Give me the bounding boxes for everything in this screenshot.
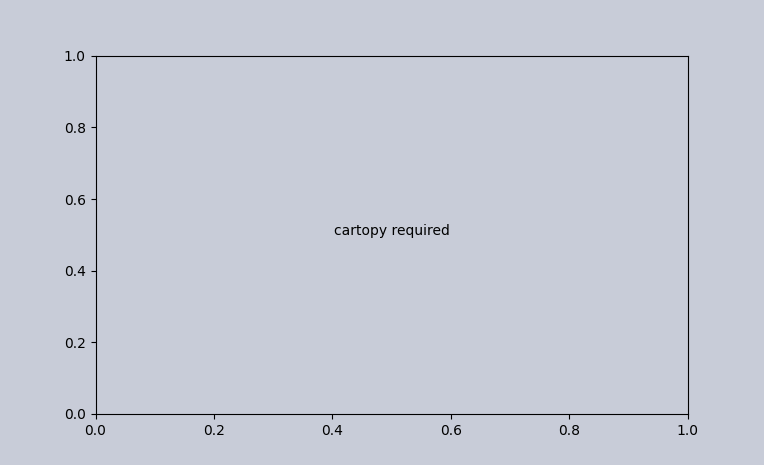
Text: cartopy required: cartopy required [334, 224, 449, 238]
